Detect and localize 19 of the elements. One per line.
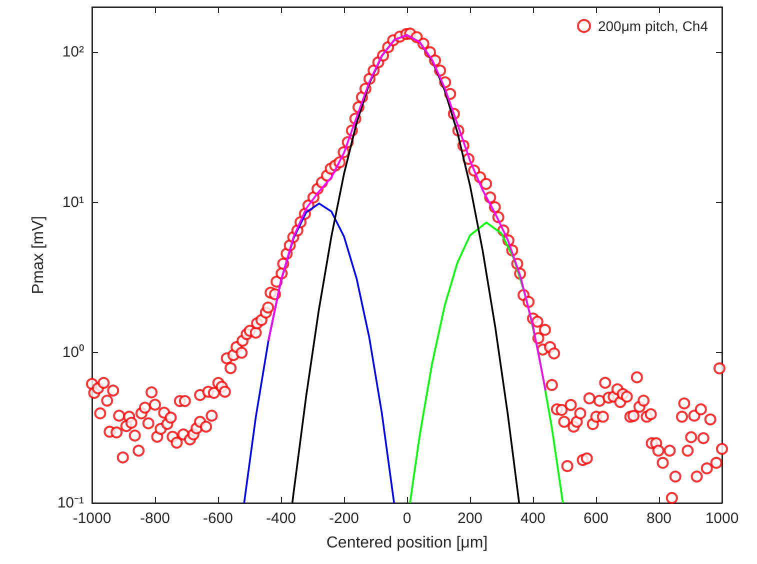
x-tick-label: 800 [646, 510, 672, 527]
x-tick-label: -1000 [72, 510, 112, 527]
x-tick-label: 200 [457, 510, 483, 527]
x-axis-title: Centered position [μm] [326, 534, 488, 552]
x-tick-label: 400 [520, 510, 546, 527]
x-tick-label: -800 [140, 510, 170, 527]
y-axis-title: Pmax [mV] [30, 216, 47, 294]
x-tick-label: 1000 [705, 510, 739, 527]
x-tick-label: -200 [328, 510, 360, 527]
legend-label: 200μm pitch, Ch4 [598, 18, 708, 34]
y-tick-label: 10² [62, 44, 84, 61]
y-tick-label: 10¹ [62, 194, 84, 211]
x-tick-label: 0 [402, 510, 412, 527]
x-tick-label: -600 [202, 510, 234, 527]
line-series [409, 222, 564, 504]
y-tick-label: 10⁰ [62, 344, 84, 362]
y-tick-label: 10⁻¹ [57, 494, 84, 512]
x-tick-label: -400 [266, 510, 296, 527]
x-tick-label: 600 [583, 510, 609, 527]
